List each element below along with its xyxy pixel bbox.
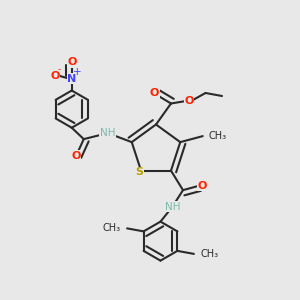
Text: O: O [51,70,60,80]
Text: +: + [73,67,82,77]
Text: O: O [67,57,76,67]
Text: O: O [184,95,194,106]
Text: O: O [150,88,159,98]
Text: CH₃: CH₃ [200,249,219,259]
Text: N: N [67,74,76,83]
Text: O: O [72,151,81,160]
Text: NH: NH [165,202,180,212]
Text: -: - [57,65,61,74]
Text: CH₃: CH₃ [102,224,121,233]
Text: S: S [136,167,143,177]
Text: O: O [198,181,207,190]
Text: CH₃: CH₃ [209,131,227,141]
Text: NH: NH [100,128,116,138]
